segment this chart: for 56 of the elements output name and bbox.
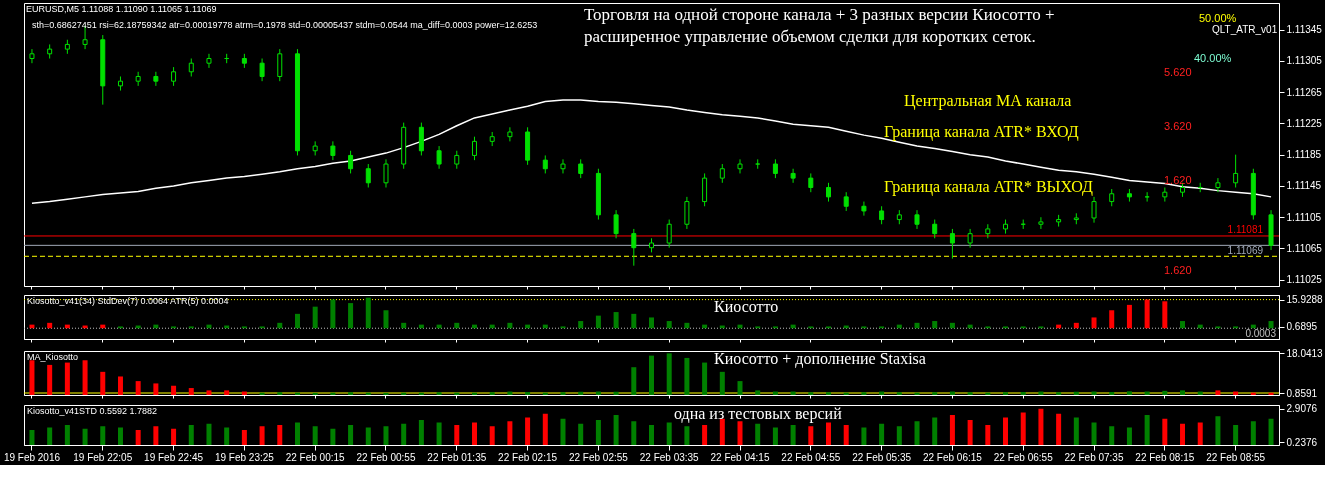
category-label: 22 Feb 08:15 [1135, 451, 1195, 463]
y-tick-label: 18.0413 [1286, 347, 1324, 359]
annotation: EURUSD,M5 1.11088 1.11090 1.11065 1.11069 [26, 4, 217, 14]
ref-line-label: 1.11069 [1227, 245, 1264, 257]
category-label: 22 Feb 06:55 [993, 451, 1053, 463]
annotation: sth=0.68627451 rsi=62.18759342 atr=0.00019778 atrm=0.1978 std=0.00005437 stdm=0.0544 ma_diff=0.0003 power=12.6253 [32, 20, 538, 30]
y-tick-label: 0.6895 [1286, 321, 1318, 333]
y-tick-label: 2.9076 [1286, 403, 1318, 415]
category-label: 22 Feb 05:35 [852, 451, 912, 463]
text: расширенное управление объемом сделки для коротких сеток. [584, 27, 1036, 46]
category-label: 22 Feb 02:15 [498, 451, 558, 463]
annotation: Граница канала ATR* ВХОД [884, 123, 1079, 141]
chart-title: Kiosotto_v41(34) StdDev(7) 0.0064 ATR(5) 0.0004 [27, 296, 229, 306]
annotation: 3.620 [1164, 120, 1192, 132]
category-label: 22 Feb 04:55 [781, 451, 841, 463]
y-tick-label: 0.2376 [1286, 436, 1318, 448]
annotation: 5.620 [1164, 66, 1192, 78]
category-label: 22 Feb 07:35 [1064, 451, 1124, 463]
category-label: 19 Feb 2016 [3, 451, 61, 463]
y-tick-label: 1.11265 [1286, 86, 1323, 98]
category-label: 22 Feb 04:15 [710, 451, 770, 463]
category-label: 22 Feb 01:35 [427, 451, 487, 463]
annotation: одна из тестовых версий [674, 405, 843, 423]
y-tick-label: 1.11145 [1286, 180, 1322, 192]
chart-title: MA_Kiosotto [27, 352, 79, 362]
category-label: 19 Feb 23:25 [214, 451, 274, 463]
annotation: Граница канала ATR* ВЫХОД [884, 178, 1094, 196]
category-label: 22 Feb 06:15 [922, 451, 982, 463]
y-tick-label: 1.11025 [1286, 274, 1323, 286]
annotation: Киосотто + дополнение Staxisa [714, 350, 926, 368]
annotation: QLT_ATR_v01 [1212, 24, 1278, 35]
y-tick-label: 0.8591 [1286, 387, 1318, 399]
chart-title: Kiosotto_v41STD 0.5592 1.7882 [27, 406, 158, 416]
y-tick-label: 1.11225 [1286, 117, 1323, 129]
category-label: 22 Feb 03:35 [639, 451, 699, 463]
category-label: 19 Feb 22:05 [73, 451, 133, 463]
ref-line-label: 1.11081 [1227, 223, 1264, 235]
y-tick-label: 1.11305 [1286, 55, 1323, 67]
y-tick-label: 1.11105 [1286, 211, 1322, 223]
y-tick-label: 1.11185 [1286, 149, 1322, 161]
annotation: 50.00% [1199, 12, 1237, 24]
chart-title: Торговля на одной стороне канала + 3 разных версии Киосотто + [584, 5, 1055, 24]
category-label: 22 Feb 00:55 [356, 451, 416, 463]
y-tick-label: 15.9288 [1286, 294, 1324, 306]
category-label: 22 Feb 02:55 [568, 451, 628, 463]
annotation: 1.620 [1164, 264, 1192, 276]
category-label: 19 Feb 22:45 [144, 451, 204, 463]
annotation: 40.00% [1194, 52, 1232, 64]
annotation: Центральная МА канала [904, 92, 1072, 110]
annotation: 1.620 [1164, 174, 1192, 186]
category-label: 22 Feb 00:15 [285, 451, 345, 463]
ref-line-label: 0.0003 [1245, 328, 1277, 340]
category-label: 22 Feb 08:55 [1206, 451, 1266, 463]
y-tick-label: 1.11065 [1286, 242, 1323, 254]
annotation: Киосотто [714, 298, 779, 315]
y-tick-label: 1.11345 [1286, 24, 1323, 36]
